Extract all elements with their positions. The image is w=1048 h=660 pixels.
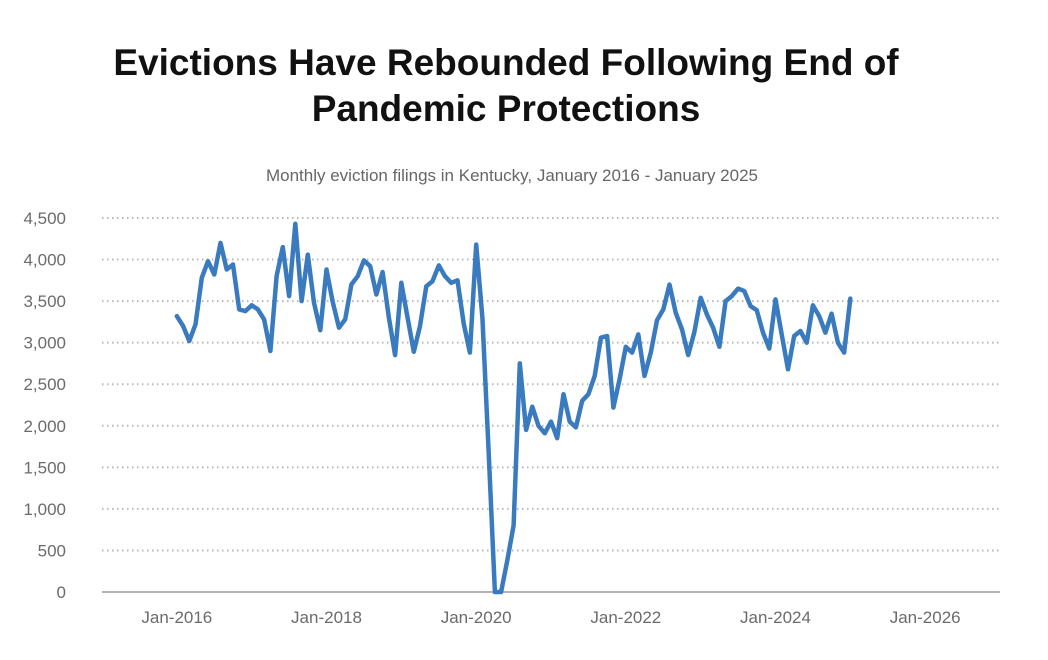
y-tick-label: 3,500 (23, 292, 66, 311)
chart-title-line-1: Evictions Have Rebounded Following End o… (113, 42, 899, 83)
y-tick-label: 500 (38, 541, 66, 560)
x-tick-label: Jan-2016 (141, 608, 212, 627)
x-tick-label: Jan-2026 (890, 608, 961, 627)
y-tick-label: 4,000 (23, 251, 66, 270)
y-tick-label: 3,000 (23, 334, 66, 353)
x-tick-label: Jan-2018 (291, 608, 362, 627)
y-tick-label: 0 (57, 583, 66, 602)
x-tick-label: Jan-2020 (441, 608, 512, 627)
chart-title: Evictions Have Rebounded Following End o… (0, 40, 1012, 132)
gridlines (102, 217, 1000, 552)
y-tick-label: 2,000 (23, 417, 66, 436)
series-line (174, 221, 853, 595)
x-tick-label: Jan-2024 (740, 608, 811, 627)
series-layer (174, 221, 853, 595)
axes: 0 500 1,000 1,500 2,000 2,500 3,000 3,500 4,000 4… (23, 209, 1000, 627)
x-tick-label: Jan-2022 (590, 608, 661, 627)
y-tick-label: 4,500 (23, 209, 66, 228)
y-tick-label: 1,000 (23, 500, 66, 519)
chart-subtitle: Monthly eviction filings in Kentucky, Ja… (265, 166, 758, 185)
chart-title-line-2: Pandemic Protections (311, 88, 701, 129)
y-tick-label: 2,500 (23, 375, 66, 394)
y-tick-label: 1,500 (23, 458, 66, 477)
